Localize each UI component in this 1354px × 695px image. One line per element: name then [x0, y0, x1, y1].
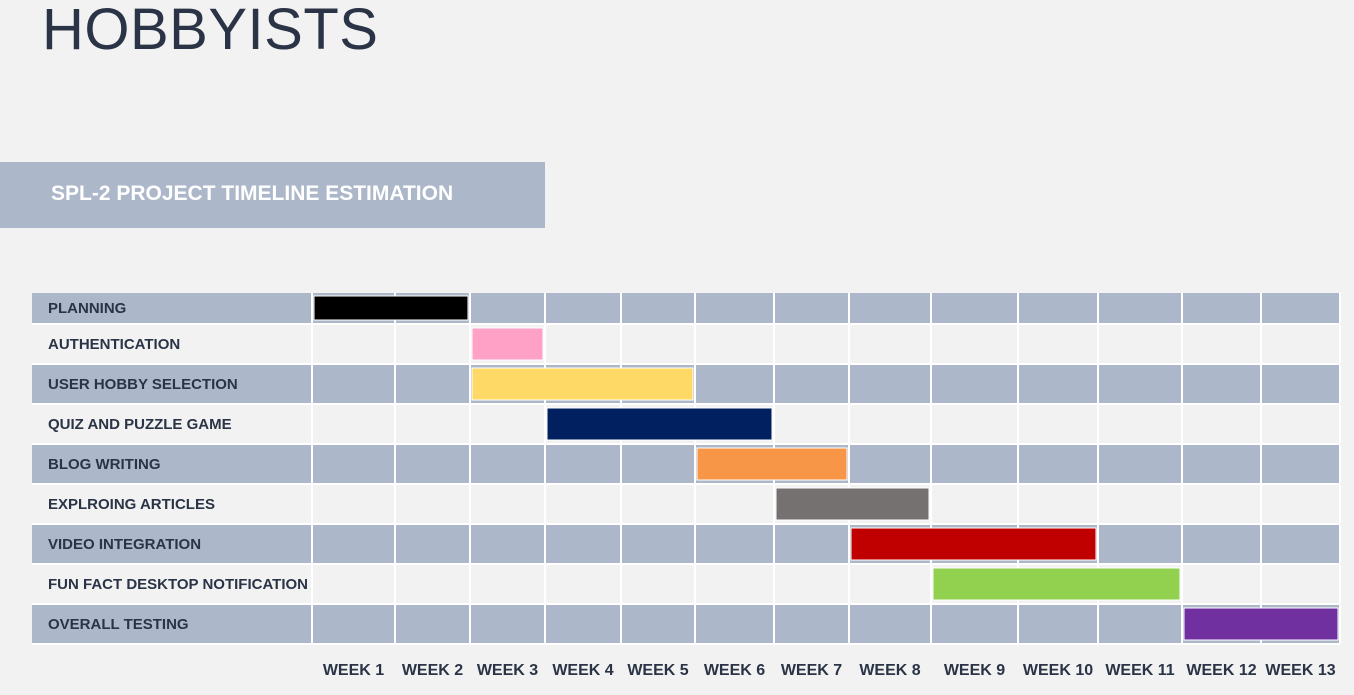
- week-label: WEEK 3: [477, 662, 538, 679]
- task-label: FUN FACT DESKTOP NOTIFICATION: [48, 576, 308, 593]
- task-bar: [471, 367, 694, 401]
- chart-title: SPL-2 PROJECT TIMELINE ESTIMATION: [51, 182, 454, 205]
- task-row-band: [32, 325, 1340, 363]
- week-label: WEEK 11: [1105, 662, 1174, 679]
- chart-title-banner: SPL-2 PROJECT TIMELINE ESTIMATION: [0, 162, 545, 228]
- task-row-band: [32, 525, 1340, 563]
- week-label: WEEK 6: [704, 662, 765, 679]
- task-bar: [471, 327, 544, 361]
- week-label: WEEK 2: [402, 662, 463, 679]
- task-bar: [313, 295, 469, 321]
- task-label: AUTHENTICATION: [48, 336, 180, 353]
- task-label: VIDEO INTEGRATION: [48, 536, 201, 553]
- app-title: HOBBYISTS: [42, 0, 379, 62]
- week-label: WEEK 4: [552, 662, 613, 679]
- task-label: BLOG WRITING: [48, 456, 161, 473]
- task-row-band: [32, 605, 1340, 643]
- week-label: WEEK 13: [1265, 662, 1335, 679]
- task-bar: [696, 447, 848, 481]
- task-bar: [775, 487, 930, 521]
- task-label: USER HOBBY SELECTION: [48, 376, 238, 393]
- task-row-band: [32, 445, 1340, 483]
- task-bar: [1183, 607, 1339, 641]
- task-label: EXPLROING ARTICLES: [48, 496, 215, 513]
- task-bar: [932, 567, 1181, 601]
- task-label: OVERALL TESTING: [48, 616, 189, 633]
- task-bar: [850, 527, 1097, 561]
- task-row-band: [32, 485, 1340, 523]
- task-label: PLANNING: [48, 300, 126, 317]
- week-label: WEEK 8: [859, 662, 920, 679]
- task-row-band: [32, 293, 1340, 323]
- task-bar: [546, 407, 773, 441]
- week-label: WEEK 12: [1186, 662, 1256, 679]
- week-label: WEEK 5: [627, 662, 688, 679]
- week-label: WEEK 1: [323, 662, 384, 679]
- week-label: WEEK 7: [781, 662, 842, 679]
- task-label: QUIZ AND PUZZLE GAME: [48, 416, 232, 433]
- week-label: WEEK 10: [1023, 662, 1093, 679]
- week-label: WEEK 9: [944, 662, 1005, 679]
